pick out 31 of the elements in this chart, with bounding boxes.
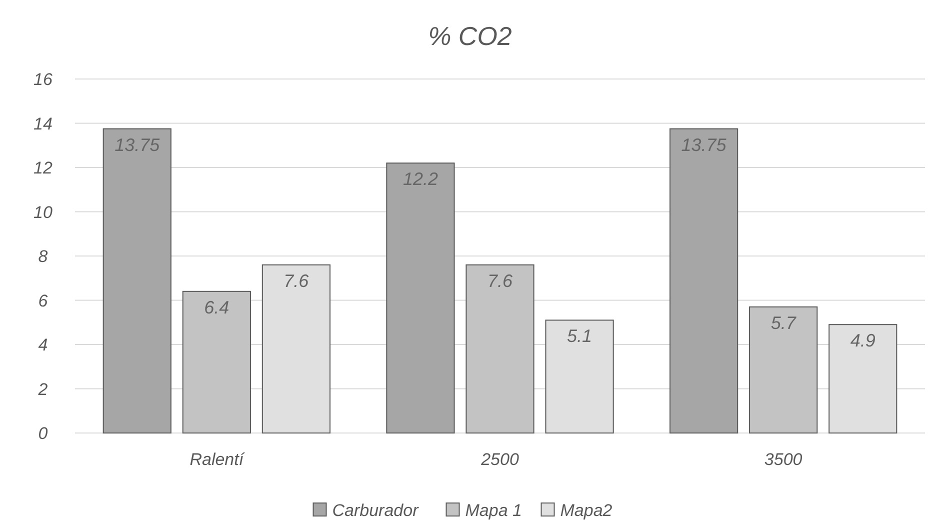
data-label: 13.75 — [114, 134, 161, 155]
chart-title: % CO2 — [428, 21, 512, 51]
x-tick-label: Ralentí — [190, 450, 246, 469]
y-tick-label: 6 — [38, 291, 48, 310]
bar — [102, 128, 172, 434]
y-tick-label: 16 — [34, 70, 53, 89]
y-tick-label: 10 — [34, 202, 53, 222]
legend-label: Mapa2 — [560, 501, 613, 520]
bar — [386, 162, 455, 434]
y-tick-label: 2 — [37, 380, 48, 399]
bar — [466, 264, 534, 434]
data-label: 4.9 — [850, 330, 876, 351]
data-label: 5.1 — [567, 326, 592, 346]
bar — [182, 290, 251, 434]
data-label: 13.75 — [681, 134, 728, 155]
data-label: 12.2 — [402, 169, 438, 190]
y-tick-label: 14 — [34, 114, 52, 134]
legend-label: Carburador — [332, 501, 420, 520]
data-label: 7.6 — [284, 270, 310, 291]
bar — [749, 306, 818, 434]
y-tick-label: 8 — [38, 247, 48, 266]
bar — [670, 128, 738, 434]
data-label: 6.4 — [204, 297, 230, 318]
y-tick-label: 4 — [38, 336, 48, 354]
y-tick-label: 12 — [34, 158, 53, 178]
legend-label: Mapa 1 — [465, 501, 522, 520]
x-tick-label: 2500 — [480, 450, 520, 469]
data-label: 5.7 — [770, 312, 797, 333]
data-label: 7.6 — [487, 270, 514, 291]
x-tick-label: 3500 — [764, 450, 803, 469]
y-tick-label: 0 — [38, 424, 48, 443]
